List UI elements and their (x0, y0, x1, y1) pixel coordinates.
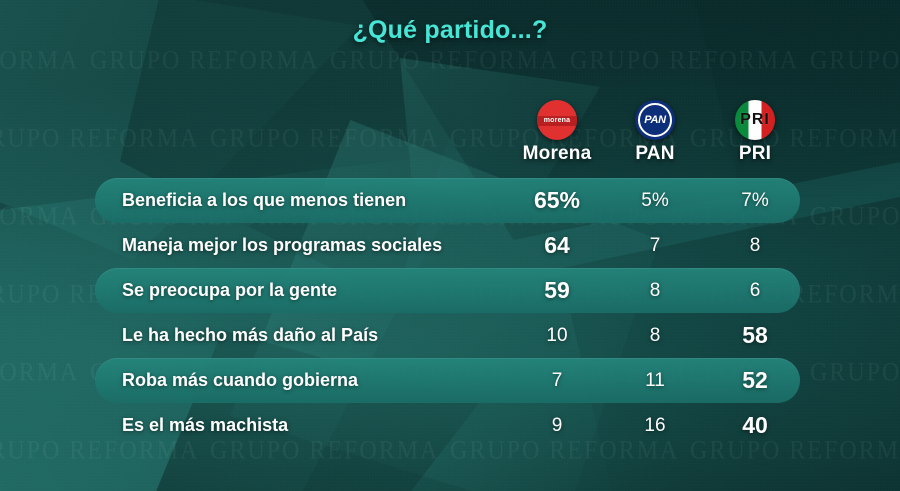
morena-logo: morena (537, 100, 577, 140)
row-label: Roba más cuando gobierna (122, 370, 359, 390)
row-highlight-band (95, 268, 800, 313)
morena-wordmark: morena (543, 117, 571, 125)
morena-wordmark-band: morena (537, 115, 577, 126)
cell-pan: 11 (645, 370, 665, 391)
table-row: Roba más cuando gobierna 7 11 52 (0, 358, 900, 403)
cell-pan: 8 (649, 280, 661, 301)
cell-pri: 52 (742, 367, 768, 393)
party-header-row: morena Morena PAN PAN PRI PRI (0, 100, 900, 172)
pri-logo: PRI (735, 100, 775, 140)
row-label: Le ha hecho más daño al País (122, 325, 379, 345)
party-column-header-pan: PAN PAN (595, 100, 715, 165)
row-label: Maneja mejor los programas sociales (122, 235, 443, 255)
table-row: Beneficia a los que menos tienen 65% 5% 7% (0, 178, 900, 223)
table-row: Es el más machista 9 16 40 (0, 403, 900, 448)
row-label: Beneficia a los que menos tienen (122, 190, 407, 210)
cell-pri: 58 (742, 322, 768, 348)
table-row: Se preocupa por la gente 59 8 6 (0, 268, 900, 313)
cell-morena: 7 (551, 370, 563, 391)
row-highlight-band (95, 178, 800, 223)
pan-wordmark: PAN (644, 114, 666, 126)
cell-pri: 7% (741, 190, 769, 211)
pan-ring: PAN (638, 103, 672, 137)
table-row: Maneja mejor los programas sociales 64 7 8 (0, 223, 900, 268)
cell-pri: 8 (749, 235, 761, 256)
row-highlight-band (95, 358, 800, 403)
party-column-header-pri: PRI PRI (695, 100, 815, 165)
pan-logo: PAN (635, 100, 675, 140)
row-label: Es el más machista (122, 415, 289, 435)
cell-morena: 59 (544, 277, 570, 303)
cell-pan: 7 (649, 235, 661, 256)
cell-pan: 16 (644, 415, 666, 436)
cell-pri: 6 (749, 280, 761, 301)
page-title: ¿Qué partido...? (352, 16, 548, 44)
cell-pri: 40 (742, 412, 768, 438)
results-table: Beneficia a los que menos tienen 65% 5% 7% M… (0, 178, 900, 448)
party-label-pri: PRI (738, 143, 772, 164)
pri-wordmark: PRI (740, 111, 770, 128)
cell-morena: 9 (551, 415, 563, 436)
party-label-morena: Morena (522, 143, 592, 164)
cell-morena: 10 (546, 325, 568, 346)
cell-pan: 5% (641, 190, 669, 211)
party-label-pan: PAN (635, 143, 675, 164)
table-row: Le ha hecho más daño al País 10 8 58 (0, 313, 900, 358)
row-label: Se preocupa por la gente (122, 280, 338, 300)
cell-pan: 8 (649, 325, 661, 346)
cell-morena: 65% (533, 187, 581, 213)
cell-morena: 64 (544, 232, 570, 258)
party-column-header-morena: morena Morena (497, 100, 617, 165)
